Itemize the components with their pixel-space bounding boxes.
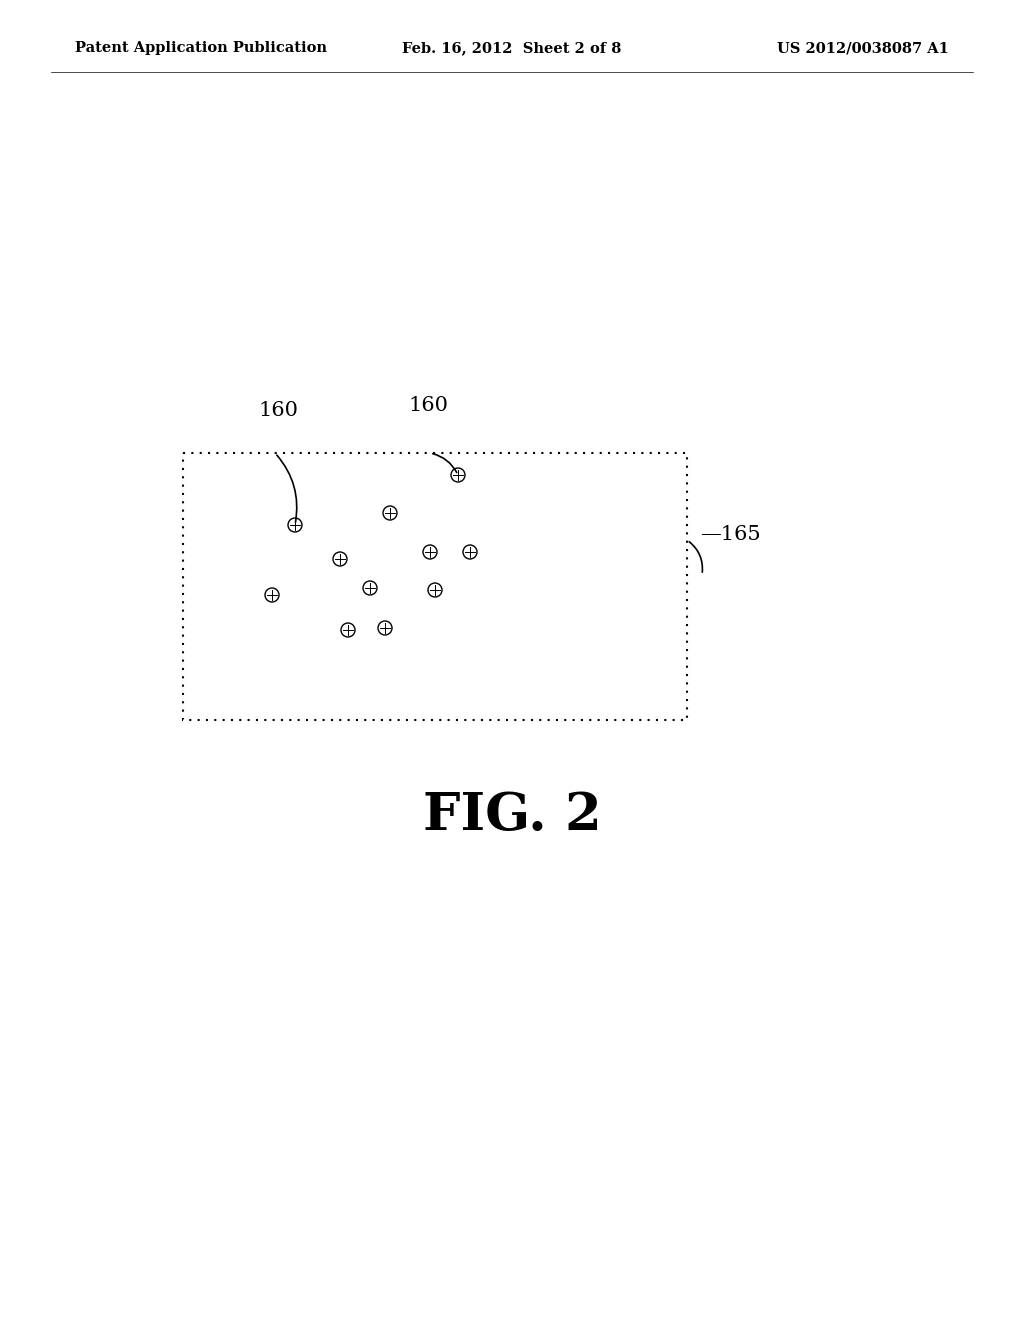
Circle shape [463, 545, 477, 558]
Circle shape [423, 545, 437, 558]
Circle shape [383, 506, 397, 520]
Text: Patent Application Publication: Patent Application Publication [75, 41, 327, 55]
Circle shape [362, 581, 377, 595]
Circle shape [265, 587, 279, 602]
Circle shape [378, 620, 392, 635]
Bar [183, 453, 687, 719]
Circle shape [428, 583, 442, 597]
Circle shape [341, 623, 355, 638]
Text: FIG. 2: FIG. 2 [423, 789, 601, 841]
Circle shape [333, 552, 347, 566]
Text: US 2012/0038087 A1: US 2012/0038087 A1 [777, 41, 949, 55]
Text: 160: 160 [408, 396, 449, 414]
Text: —165: —165 [700, 525, 761, 544]
Circle shape [451, 469, 465, 482]
Circle shape [288, 517, 302, 532]
Text: Feb. 16, 2012  Sheet 2 of 8: Feb. 16, 2012 Sheet 2 of 8 [402, 41, 622, 55]
Text: 160: 160 [258, 401, 298, 420]
